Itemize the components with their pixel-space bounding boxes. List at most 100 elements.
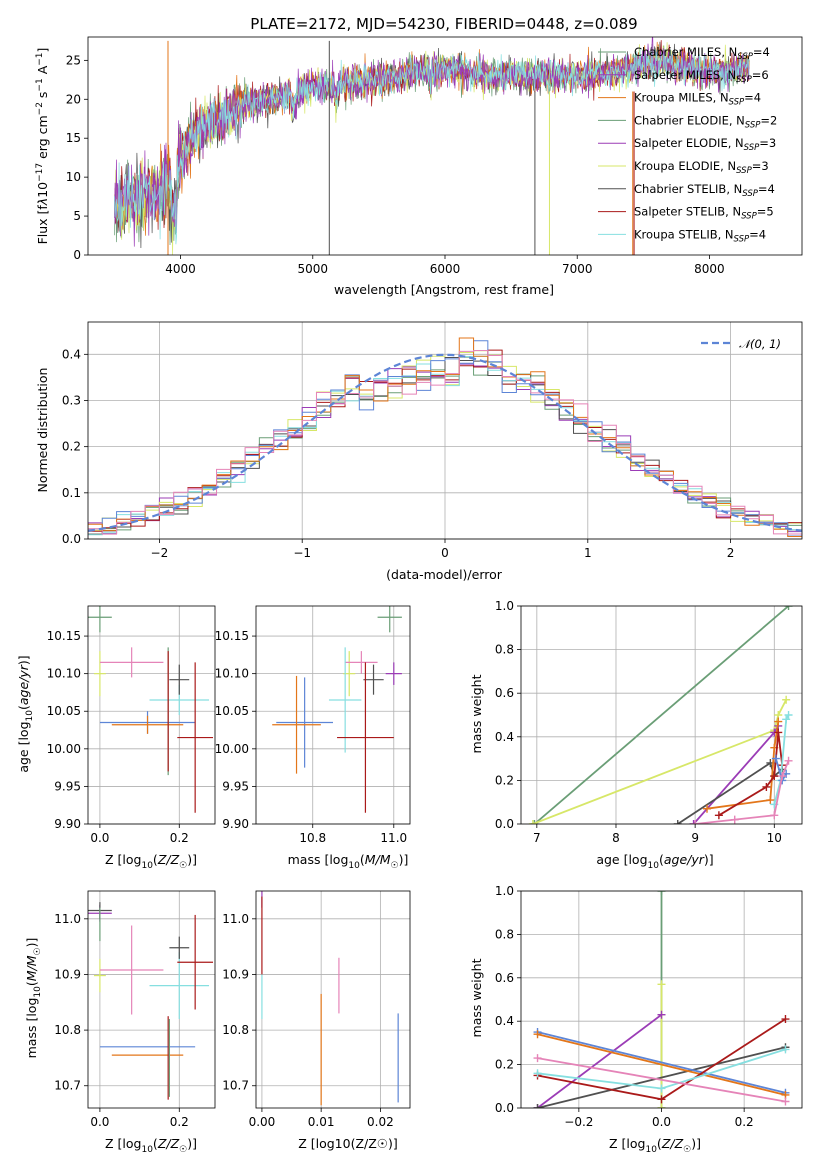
weight-marker [657,1084,666,1093]
legend-entry: Chabrier ELODIE, NSSP=2 [634,113,777,130]
legend-entry: Chabrier MILES, NSSP=4 [634,45,770,62]
age-vs-mass-xtick-label: 11.0 [380,831,407,845]
weight-series-line [532,699,787,824]
weight-marker [657,891,666,895]
weight-marker [673,820,682,824]
weight-series-line [677,761,783,824]
legend-entry: Kroupa STELIB, NSSP=4 [634,227,766,244]
legend-entry: 𝒩(0, 1) [739,337,781,351]
weight-vs-z-ytick-label: 0.0 [495,1101,514,1115]
weight-marker [657,1104,666,1108]
residuals-xtick-label: 2 [727,546,735,560]
weight-marker [784,606,793,610]
weight-marker [533,1054,542,1063]
age-vs-mass-ytick-label: 10.10 [215,667,249,681]
weight-marker [657,1010,666,1019]
weight-vs-z-plot-area [533,891,790,1108]
weight-series-line [537,1033,786,1096]
spectrum-line-kroupa-stelib [114,45,750,245]
weight-series-line [537,1046,786,1108]
weight-marker [533,1069,542,1078]
mass-vs-ebv-ytick-label: 11.0 [222,912,249,926]
weight-marker [762,782,771,791]
weight-vs-z-frame [520,890,803,1109]
spectrum-title: PLATE=2172, MJD=54230, FIBERID=0448, z=0… [250,15,637,33]
residuals-ytick-label: 0.1 [62,486,81,500]
weight-marker [778,772,787,781]
weight-vs-age-ytick-label: 0.0 [495,817,514,831]
weight-series-line [773,714,790,805]
legend-entry: Kroupa MILES, NSSP=4 [634,91,761,108]
spectrum-ylabel: Flux [fλ10−17 erg cm−2 s−1 A−1] [35,48,50,245]
mass-vs-ebv-xtick-label: 0.02 [367,1115,394,1129]
mass-vs-ebv-xtick-label: 0.00 [249,1115,276,1129]
age-vs-mass-ytick-label: 9.95 [222,779,249,793]
age-vs-z-plot-area [88,606,214,813]
residuals-ytick-label: 0.0 [62,532,81,546]
mass-vs-ebv-xtick-label: 0.01 [308,1115,335,1129]
weight-marker [657,1095,666,1104]
mass-vs-ebv-frame [255,890,411,1109]
age-vs-z-ytick-label: 9.90 [54,817,81,831]
weight-vs-z-xlabel: Z [log10(Z/Z☉)] [609,1136,701,1155]
weight-vs-age-xlabel: age [log10(age/yr)] [596,852,713,871]
weight-marker [781,1097,790,1106]
spectrum-ytick-label: 0 [73,248,81,262]
mass-vs-z-xtick-label: 0.0 [90,1115,109,1129]
legend-entry: Salpeter ELODIE, NSSP=3 [634,136,776,153]
age-vs-z-frame [87,605,216,825]
weight-series-line [536,1013,663,1108]
spectrum-ytick-label: 15 [66,131,81,145]
weight-vs-age-ytick-label: 1.0 [495,599,514,613]
mass-vs-z-ytick-label: 10.9 [54,967,81,981]
weight-vs-z-ytick-label: 0.8 [495,927,514,941]
weight-marker [782,695,791,704]
residuals-xtick-label: 0 [441,546,449,560]
weight-marker [530,820,539,824]
weight-vs-z-xtick-label: 0.0 [652,1115,671,1129]
mass-vs-z-ylabel: mass [log10(M/M☉)] [24,938,43,1059]
weight-marker [781,1015,790,1024]
weight-vs-z-ytick-label: 0.4 [495,1014,514,1028]
residuals-plot-area [88,337,802,539]
legend-entry: Salpeter STELIB, NSSP=5 [634,205,774,222]
weight-marker [533,1104,542,1108]
weight-marker [533,1030,542,1039]
mass-vs-ebv-xlabel: Z [log10(Z/Z☉)] [298,1136,398,1151]
spectrum-xtick-label: 7000 [562,262,593,276]
weight-vs-z-ytick-label: 0.6 [495,971,514,985]
mass-vs-ebv-ytick-label: 10.7 [222,1079,249,1093]
weight-vs-age-xtick-label: 9 [691,831,699,845]
age-vs-z-xtick-label: 0.0 [90,831,109,845]
weight-marker [714,811,723,820]
residuals-ytick-label: 0.2 [62,440,81,454]
weight-marker [730,815,739,824]
age-vs-mass-frame [255,605,411,825]
weight-marker [774,728,783,737]
residuals-ylabel: Normed distribution [35,368,50,493]
mass-vs-z-ytick-label: 10.8 [54,1023,81,1037]
weight-vs-z-ytick-label: 0.2 [495,1058,514,1072]
age-vs-mass-ytick-label: 10.15 [215,629,249,643]
age-vs-z-ytick-label: 10.05 [47,704,81,718]
spectrum-xtick-label: 4000 [165,262,196,276]
spectrum-ytick-label: 20 [66,92,81,106]
age-vs-z-ytick-label: 9.95 [54,779,81,793]
age-vs-z-ytick-label: 10.00 [47,742,81,756]
mass-vs-ebv-ytick-label: 10.9 [222,967,249,981]
weight-vs-age-ytick-label: 0.4 [495,730,514,744]
weight-series-line [537,1031,786,1094]
weight-marker [782,715,791,724]
weight-marker [766,796,775,805]
mass-vs-z-ytick-label: 11.0 [54,912,81,926]
spectrum-ytick-label: 25 [66,53,81,67]
weight-vs-z-xtick-label: −0.2 [564,1115,593,1129]
age-vs-mass-plot-area [272,606,402,813]
spectrum-xtick-label: 6000 [430,262,461,276]
histogram-series [88,350,802,539]
legend-entry: Salpeter MILES, NSSP=6 [634,68,769,85]
weight-vs-age-xtick-label: 8 [612,831,620,845]
weight-marker [774,717,783,726]
age-vs-z-xlabel: Z [log10(Z/Z☉)] [105,852,197,871]
age-vs-z-ytick-label: 10.15 [47,629,81,643]
